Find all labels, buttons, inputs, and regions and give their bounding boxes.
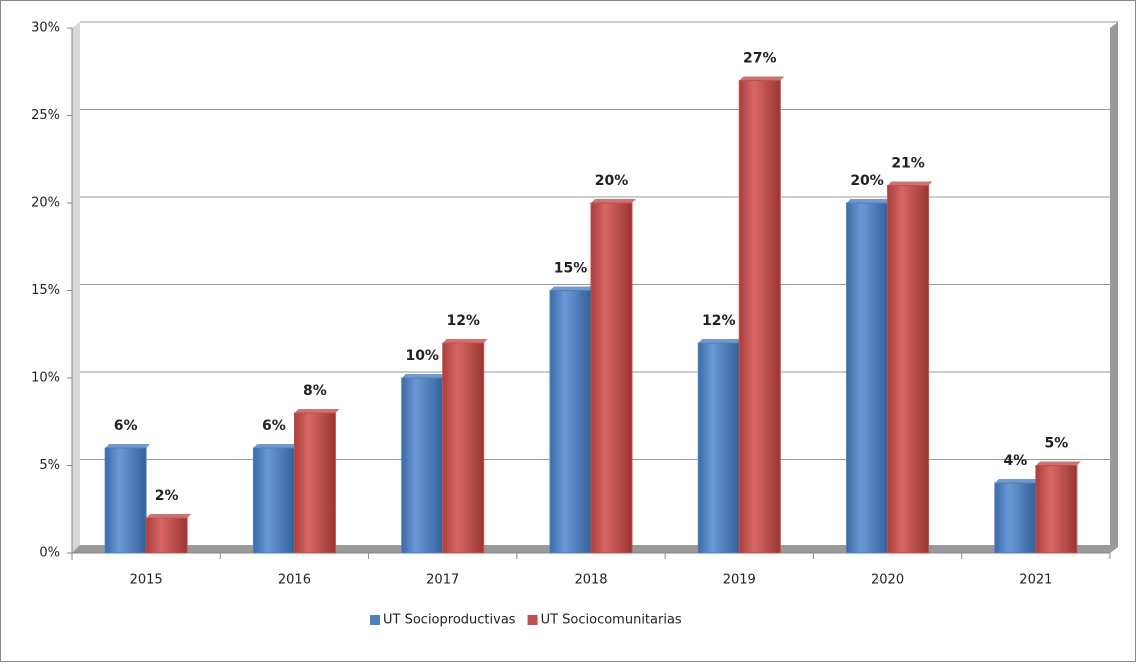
bar bbox=[887, 185, 930, 554]
value-label: 6% bbox=[114, 418, 138, 434]
bar-top bbox=[591, 199, 636, 203]
value-label: 20% bbox=[850, 173, 884, 189]
value-label: 15% bbox=[554, 261, 588, 277]
value-label: 6% bbox=[262, 418, 286, 434]
bar-top bbox=[294, 409, 340, 413]
legend-swatch bbox=[527, 615, 538, 625]
bar-top bbox=[253, 444, 299, 448]
value-label: 10% bbox=[405, 348, 439, 364]
value-label: 12% bbox=[446, 313, 480, 329]
bar-top bbox=[401, 374, 447, 378]
bar bbox=[994, 482, 1037, 554]
x-tick-label: 2019 bbox=[723, 573, 756, 588]
bar-top bbox=[887, 181, 933, 186]
bar-top bbox=[550, 286, 595, 291]
x-tick-label: 2021 bbox=[1019, 573, 1052, 588]
bar-top bbox=[698, 339, 744, 343]
bar bbox=[293, 412, 336, 554]
y-tick-label: 20% bbox=[31, 196, 60, 211]
bar-top bbox=[994, 479, 1040, 483]
y-tick-label: 30% bbox=[31, 21, 60, 36]
x-tick-label: 2017 bbox=[426, 573, 459, 588]
value-label: 20% bbox=[595, 173, 629, 189]
x-tick-label: 2015 bbox=[130, 573, 163, 588]
y-tick-label: 5% bbox=[39, 458, 60, 473]
y-tick-label: 0% bbox=[39, 546, 60, 561]
value-label: 12% bbox=[702, 313, 736, 329]
value-label: 27% bbox=[743, 51, 777, 67]
x-tick-label: 2016 bbox=[278, 573, 311, 588]
bar bbox=[1035, 465, 1078, 554]
bar bbox=[738, 80, 781, 554]
bar-top bbox=[442, 339, 488, 343]
x-tick-label: 2018 bbox=[574, 573, 607, 588]
value-label: 4% bbox=[1003, 453, 1027, 469]
bar-top bbox=[739, 76, 785, 81]
x-tick-label: 2020 bbox=[871, 573, 904, 588]
y-tick-label: 15% bbox=[31, 283, 60, 298]
value-label: 8% bbox=[303, 383, 327, 399]
bar-top bbox=[146, 514, 192, 518]
bar bbox=[401, 377, 444, 554]
legend-swatch bbox=[370, 615, 380, 625]
value-label: 2% bbox=[155, 488, 179, 504]
right-wall bbox=[1110, 22, 1118, 553]
bar bbox=[104, 447, 147, 554]
bar-top bbox=[846, 199, 892, 203]
legend-label: UT Socioproductivas bbox=[383, 613, 516, 628]
bar-top bbox=[1035, 461, 1081, 466]
bar bbox=[590, 202, 633, 554]
bar bbox=[697, 342, 740, 554]
value-label: 5% bbox=[1044, 436, 1068, 452]
bar bbox=[145, 517, 188, 554]
value-label: 21% bbox=[891, 156, 925, 172]
y-tick-label: 25% bbox=[31, 108, 60, 123]
bar bbox=[442, 342, 485, 554]
y-tick-label: 10% bbox=[31, 371, 60, 386]
bar bbox=[549, 290, 592, 554]
legend-label: UT Sociocomunitarias bbox=[541, 613, 682, 628]
bar bbox=[846, 202, 889, 554]
bar bbox=[252, 447, 295, 554]
back-wall-side bbox=[72, 22, 80, 553]
bar-top bbox=[105, 444, 151, 448]
